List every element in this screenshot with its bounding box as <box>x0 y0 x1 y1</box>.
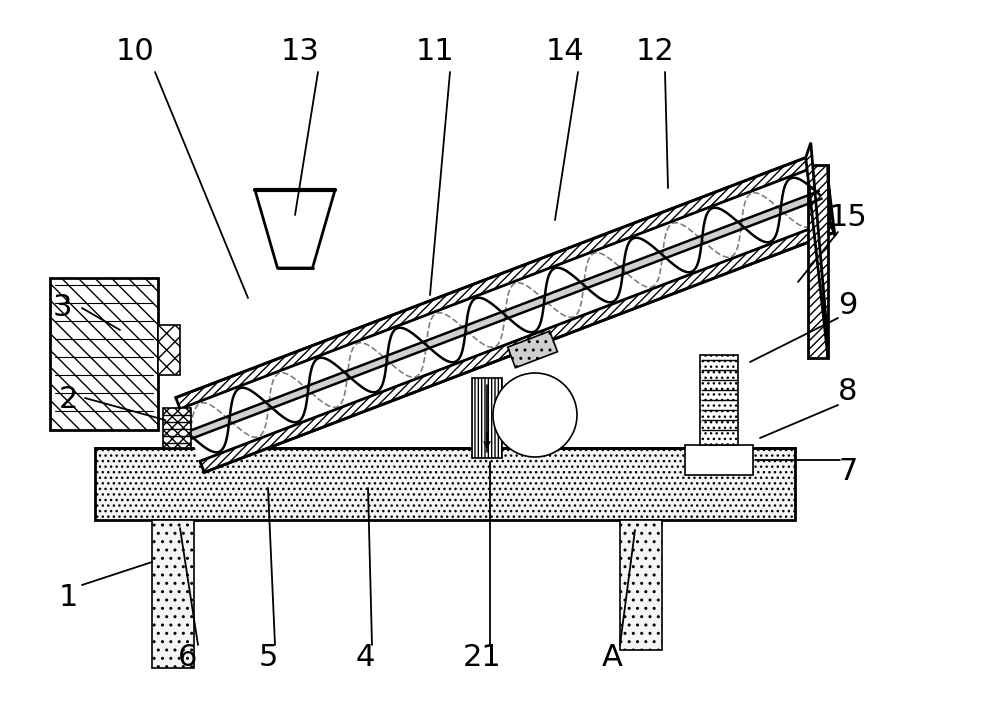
Text: 1: 1 <box>58 583 78 612</box>
Text: A: A <box>602 644 622 672</box>
Bar <box>158 325 180 375</box>
Text: 3: 3 <box>52 294 72 322</box>
Text: 5: 5 <box>258 644 278 672</box>
Text: 15: 15 <box>829 203 867 232</box>
Polygon shape <box>176 158 810 409</box>
Text: 6: 6 <box>178 644 198 672</box>
Text: 2: 2 <box>58 386 78 414</box>
Text: 21: 21 <box>463 644 501 672</box>
Circle shape <box>493 373 577 457</box>
Text: 11: 11 <box>416 38 454 66</box>
Bar <box>700 355 738 445</box>
Bar <box>95 448 795 520</box>
Bar <box>472 378 502 458</box>
Bar <box>50 278 158 430</box>
Text: 10: 10 <box>116 38 154 66</box>
Polygon shape <box>180 169 830 461</box>
Polygon shape <box>828 165 835 236</box>
Bar <box>620 520 662 650</box>
Polygon shape <box>255 190 335 268</box>
Text: 13: 13 <box>281 38 319 66</box>
Text: 4: 4 <box>355 644 375 672</box>
Text: 8: 8 <box>838 377 858 406</box>
Polygon shape <box>200 221 834 473</box>
Polygon shape <box>806 143 828 358</box>
Text: 9: 9 <box>838 290 858 319</box>
Text: 7: 7 <box>838 458 858 486</box>
Text: 12: 12 <box>636 38 674 66</box>
Polygon shape <box>189 191 821 438</box>
Polygon shape <box>508 331 557 368</box>
Bar <box>163 408 191 448</box>
Text: 14: 14 <box>546 38 584 66</box>
Bar <box>685 445 753 475</box>
Bar <box>808 165 828 358</box>
Bar <box>152 520 194 668</box>
